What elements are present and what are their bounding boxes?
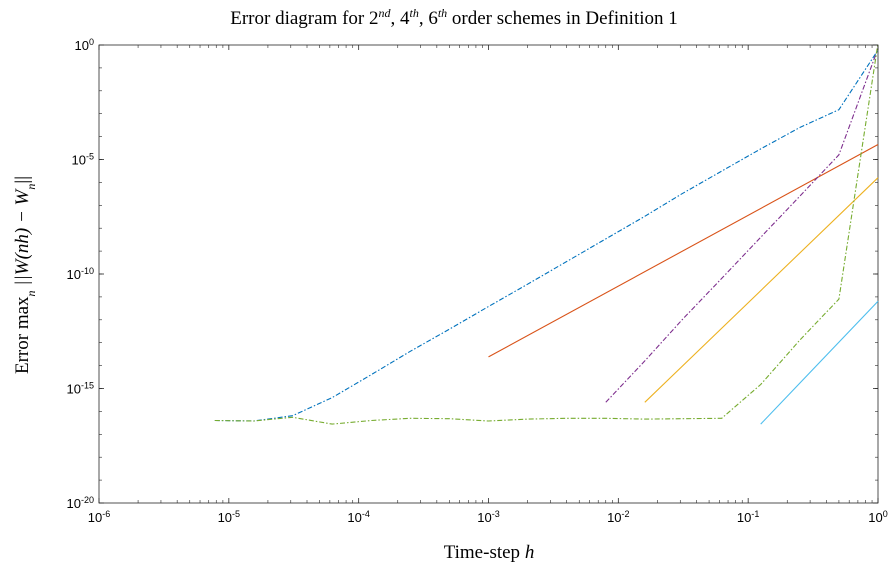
title-part: , 4 xyxy=(390,8,410,29)
y-tick-exp: -20 xyxy=(81,495,94,505)
plot-area xyxy=(98,44,879,504)
ticks-layer xyxy=(98,44,879,504)
x-tick-label: 10-5 xyxy=(218,509,240,525)
y-tick-base: 10 xyxy=(67,267,81,282)
x-tick-exp: -4 xyxy=(362,509,370,519)
tick-labels-layer: 10-6 10-5 10-4 10-3 10-2 10-1 10010-2010-1510-… xyxy=(67,37,888,525)
x-tick-exp: 0 xyxy=(883,509,888,519)
x-tick-label: 10-4 xyxy=(347,509,369,525)
y-tick-exp: 0 xyxy=(89,37,94,47)
x-tick-base: 10 xyxy=(88,510,102,525)
plot-frame xyxy=(98,44,879,504)
chart-title: Error diagram for 2nd, 4th, 6th order sc… xyxy=(230,6,678,29)
x-tick-label: 10-6 xyxy=(88,509,110,525)
x-tick-label: 10-3 xyxy=(477,509,499,525)
y-axis-label: Error maxn ||W(nh) − Wn|| xyxy=(12,176,38,374)
title-part: order schemes in Definition 1 xyxy=(447,8,678,29)
y-label-part: ||W(nh) − W xyxy=(12,187,33,290)
x-label-var: h xyxy=(525,542,535,563)
x-tick-exp: -6 xyxy=(102,509,110,519)
y-tick-exp: -10 xyxy=(81,266,94,276)
x-axis-label: Time-step h xyxy=(444,542,535,563)
y-tick-base: 10 xyxy=(67,382,81,397)
y-tick-label: 10-20 xyxy=(67,495,94,511)
title-part: , 6 xyxy=(419,8,438,29)
title-sup: nd xyxy=(378,6,391,20)
y-tick-label: 10-10 xyxy=(67,266,94,282)
y-label-part: || xyxy=(12,176,33,184)
series-line-2 xyxy=(488,144,879,358)
x-tick-base: 10 xyxy=(868,510,882,525)
x-tick-exp: -3 xyxy=(492,509,500,519)
y-label-sub: n xyxy=(24,290,38,296)
y-tick-label: 100 xyxy=(75,37,94,53)
x-tick-label: 10-2 xyxy=(607,509,629,525)
series-line-4 xyxy=(644,177,879,403)
y-label-part: Error max xyxy=(12,296,33,374)
y-label-sub: n xyxy=(24,184,38,190)
title-sup: th xyxy=(438,6,447,20)
series-line-5 xyxy=(214,43,879,425)
y-tick-exp: -15 xyxy=(81,381,94,391)
title-part: Error diagram for 2 xyxy=(230,8,378,29)
y-tick-base: 10 xyxy=(67,496,81,511)
x-label-part: Time-step xyxy=(444,542,525,563)
series-line-3 xyxy=(605,48,879,403)
x-tick-label: 100 xyxy=(868,509,887,525)
x-tick-exp: -5 xyxy=(232,509,240,519)
series-line-6 xyxy=(760,300,879,425)
series-layer xyxy=(214,43,879,425)
x-tick-exp: -2 xyxy=(622,509,630,519)
x-tick-base: 10 xyxy=(347,510,361,525)
x-tick-base: 10 xyxy=(737,510,751,525)
y-tick-label: 10-5 xyxy=(72,152,94,168)
x-tick-label: 10-1 xyxy=(737,509,759,525)
x-tick-exp: -1 xyxy=(751,509,759,519)
x-tick-base: 10 xyxy=(218,510,232,525)
title-sup: th xyxy=(409,6,418,20)
y-tick-base: 10 xyxy=(75,38,89,53)
y-tick-label: 10-15 xyxy=(67,381,94,397)
x-tick-base: 10 xyxy=(607,510,621,525)
y-tick-exp: -5 xyxy=(86,152,94,162)
x-tick-base: 10 xyxy=(477,510,491,525)
series-line-1 xyxy=(214,49,879,422)
y-tick-base: 10 xyxy=(72,153,86,168)
